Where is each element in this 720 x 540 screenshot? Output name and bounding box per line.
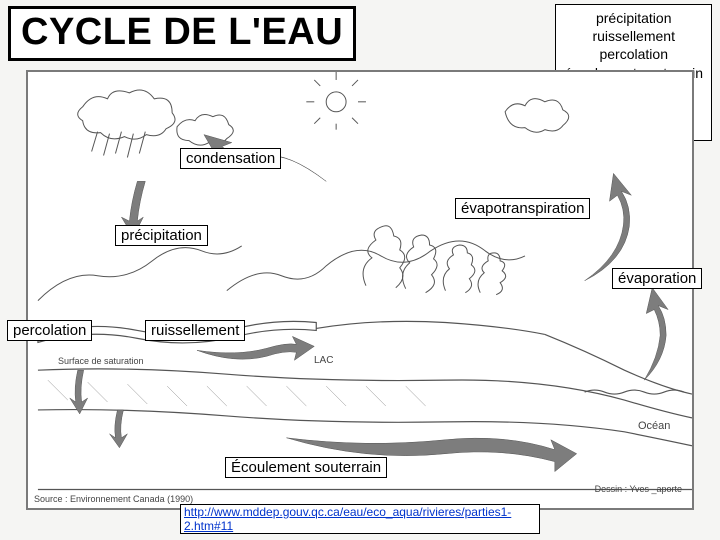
source-link[interactable]: http://www.mddep.gouv.qc.ca/eau/eco_aqua… [180, 504, 540, 534]
arrow-percolation [70, 370, 128, 448]
label-percolation: percolation [7, 320, 92, 341]
label-ecoulement: Écoulement souterrain [225, 457, 387, 478]
page-title: CYCLE DE L'EAU [21, 11, 343, 54]
term: précipitation [564, 9, 703, 27]
term: ruissellement [564, 27, 703, 45]
caption-surface-saturation: Surface de saturation [58, 356, 144, 366]
label-condensation: condensation [180, 148, 281, 169]
label-ruissellement: ruissellement [145, 320, 245, 341]
label-evaporation: évaporation [612, 268, 702, 289]
diagram-frame: Surface de saturation LAC Océan Source :… [26, 70, 694, 510]
label-precipitation: précipitation [115, 225, 208, 246]
caption-source: Source : Environnement Canada (1990) [34, 494, 193, 504]
term: percolation [564, 45, 703, 63]
caption-credit: Dessin : Yves _aporte [595, 484, 682, 494]
landscape-sketch [28, 72, 692, 509]
label-evapotranspiration: évapotranspiration [455, 198, 590, 219]
caption-ocean: Océan [638, 420, 670, 432]
arrow-evaporation [644, 288, 668, 380]
arrow-evapotranspiration [585, 173, 632, 280]
title-box: CYCLE DE L'EAU [8, 6, 356, 61]
caption-lac: LAC [314, 355, 333, 366]
